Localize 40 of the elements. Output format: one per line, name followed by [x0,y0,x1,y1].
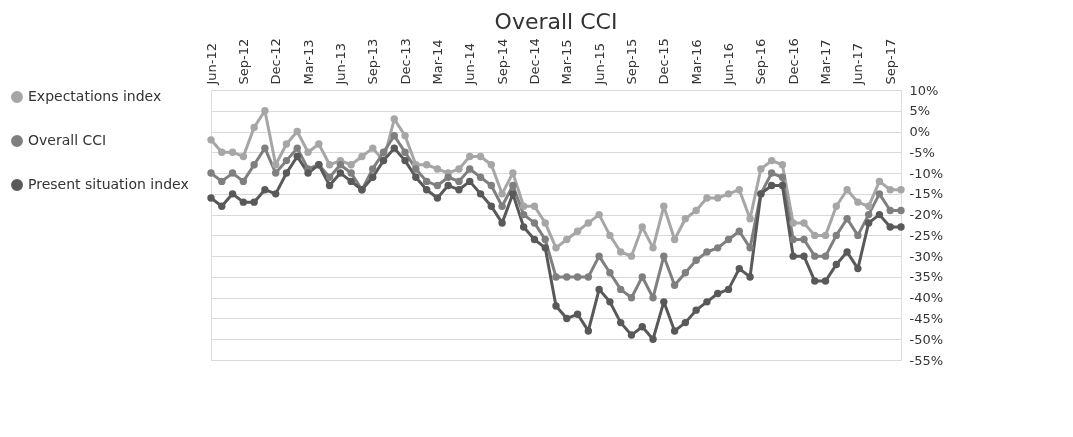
x-tick-label: Dec-12 [268,38,284,85]
x-tick-label: Dec-16 [785,38,801,85]
x-tick-label: Sep-14 [494,38,510,85]
y-tick-label: -25% [909,227,944,243]
x-tick-label: Jun-17 [850,42,866,86]
x-tick-label: Mar-14 [429,39,445,85]
x-tick-label: Dec-13 [397,38,413,85]
y-tick-label: -45% [909,310,944,326]
y-tick-label: -5% [909,144,935,160]
y-tick-label: -50% [909,331,944,347]
x-tick-label: Jun-16 [721,42,736,86]
x-tick-label: Mar-16 [688,39,704,85]
x-tick-label: Sep-17 [882,38,898,85]
x-tick-label: Sep-15 [623,38,639,85]
y-tick-label: -10% [909,165,944,181]
x-tick-label: Sep-13 [365,38,381,85]
y-tick-label: 0% [909,124,931,140]
x-tick-label: Jun-15 [591,42,607,86]
y-tick-label: 10% [909,82,939,98]
y-tick-label: 5% [909,103,931,119]
legend-label: Present situation index [28,176,189,192]
x-tick-label: Jun-12 [203,42,219,86]
x-tick-label: Mar-17 [818,39,834,85]
legend-label: Expectations index [28,88,162,104]
x-tick-label: Mar-13 [300,39,316,85]
x-tick-label: Jun-13 [332,42,348,86]
y-tick-label: -20% [909,207,944,223]
x-tick-label: Jun-14 [462,42,478,86]
y-tick-label: -55% [909,352,944,368]
x-tick-label: Dec-15 [656,38,672,85]
chart-title: Overall CCI [494,8,618,34]
y-tick-label: -40% [909,290,944,306]
y-tick-label: -30% [909,248,944,264]
legend-label: Overall CCI [28,132,107,148]
x-tick-label: Sep-12 [235,38,251,85]
x-tick-label: Sep-16 [753,38,769,85]
x-tick-label: Mar-15 [559,39,575,85]
x-tick-label: Dec-14 [526,38,542,85]
y-tick-label: -35% [909,269,944,285]
y-tick-label: -15% [909,186,944,202]
